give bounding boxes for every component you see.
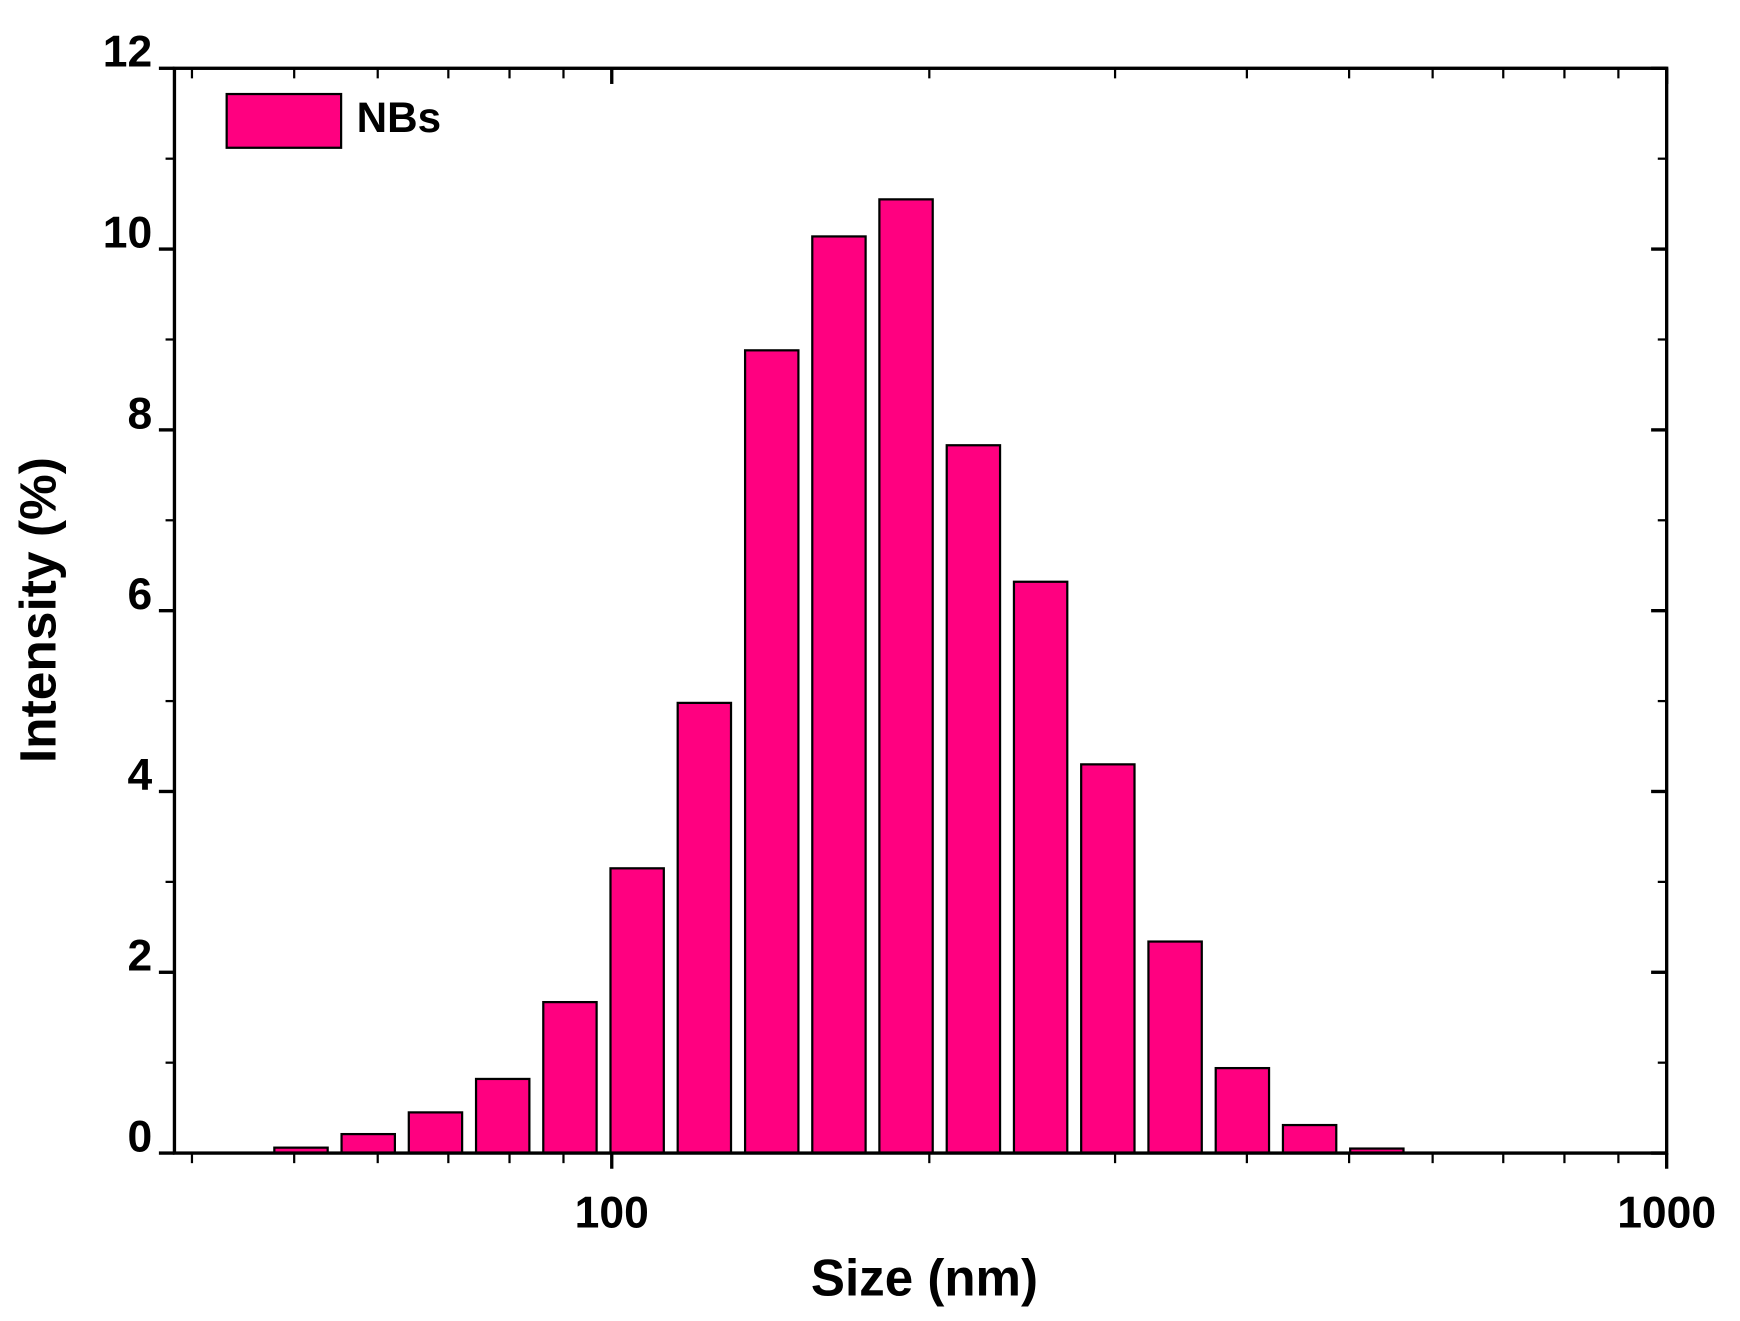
y-tick-label: 12 — [103, 28, 152, 77]
bar — [340, 1132, 397, 1155]
x-tick-label: 1000 — [1617, 1188, 1716, 1237]
bar — [1281, 1123, 1338, 1155]
bar — [811, 235, 867, 1155]
bar — [542, 1000, 598, 1155]
x-axis-title: Size (nm) — [811, 1249, 1038, 1306]
bar — [1080, 763, 1136, 1155]
y-tick-label: 10 — [103, 208, 152, 257]
bar — [1147, 940, 1203, 1155]
y-axis-title: Intensity (%) — [10, 457, 67, 763]
bar — [1214, 1066, 1271, 1155]
bar — [609, 867, 665, 1155]
bar — [676, 701, 733, 1155]
y-tick-label: 6 — [128, 570, 153, 619]
bar — [474, 1077, 531, 1155]
legend-swatch — [225, 92, 343, 149]
y-tick-label: 0 — [128, 1112, 153, 1161]
legend-label: NBs — [357, 94, 441, 141]
bar — [407, 1111, 464, 1155]
x-tick-label: 100 — [575, 1188, 649, 1237]
bar — [743, 349, 800, 1155]
bar — [945, 444, 1002, 1155]
bar — [1012, 580, 1069, 1155]
y-tick-label: 8 — [128, 389, 153, 438]
y-tick-label: 2 — [128, 932, 153, 981]
y-tick-label: 4 — [128, 751, 153, 800]
bar — [878, 198, 934, 1155]
